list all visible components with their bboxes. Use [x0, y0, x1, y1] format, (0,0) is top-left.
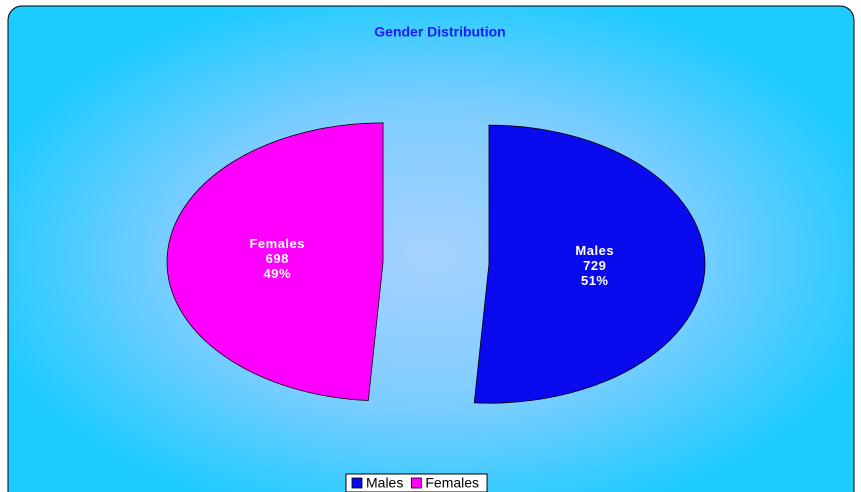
- slice-value-label: 729: [583, 258, 606, 273]
- legend-swatch: [410, 477, 422, 489]
- legend-label: Females: [425, 475, 479, 491]
- legend: Males Females: [345, 473, 488, 492]
- pie-slice: [166, 122, 384, 401]
- slice-category-label: Males: [575, 243, 614, 258]
- legend-label: Males: [366, 475, 403, 491]
- slice-category-label: Females: [249, 236, 305, 251]
- chart-frame: [7, 5, 855, 492]
- slice-value-label: 698: [266, 251, 289, 266]
- legend-swatch: [351, 477, 363, 489]
- slice-percent-label: 49%: [263, 266, 291, 281]
- pie-slice: [473, 124, 706, 404]
- chart-title: Gender Distribution: [374, 24, 505, 40]
- slice-percent-label: 51%: [581, 273, 609, 288]
